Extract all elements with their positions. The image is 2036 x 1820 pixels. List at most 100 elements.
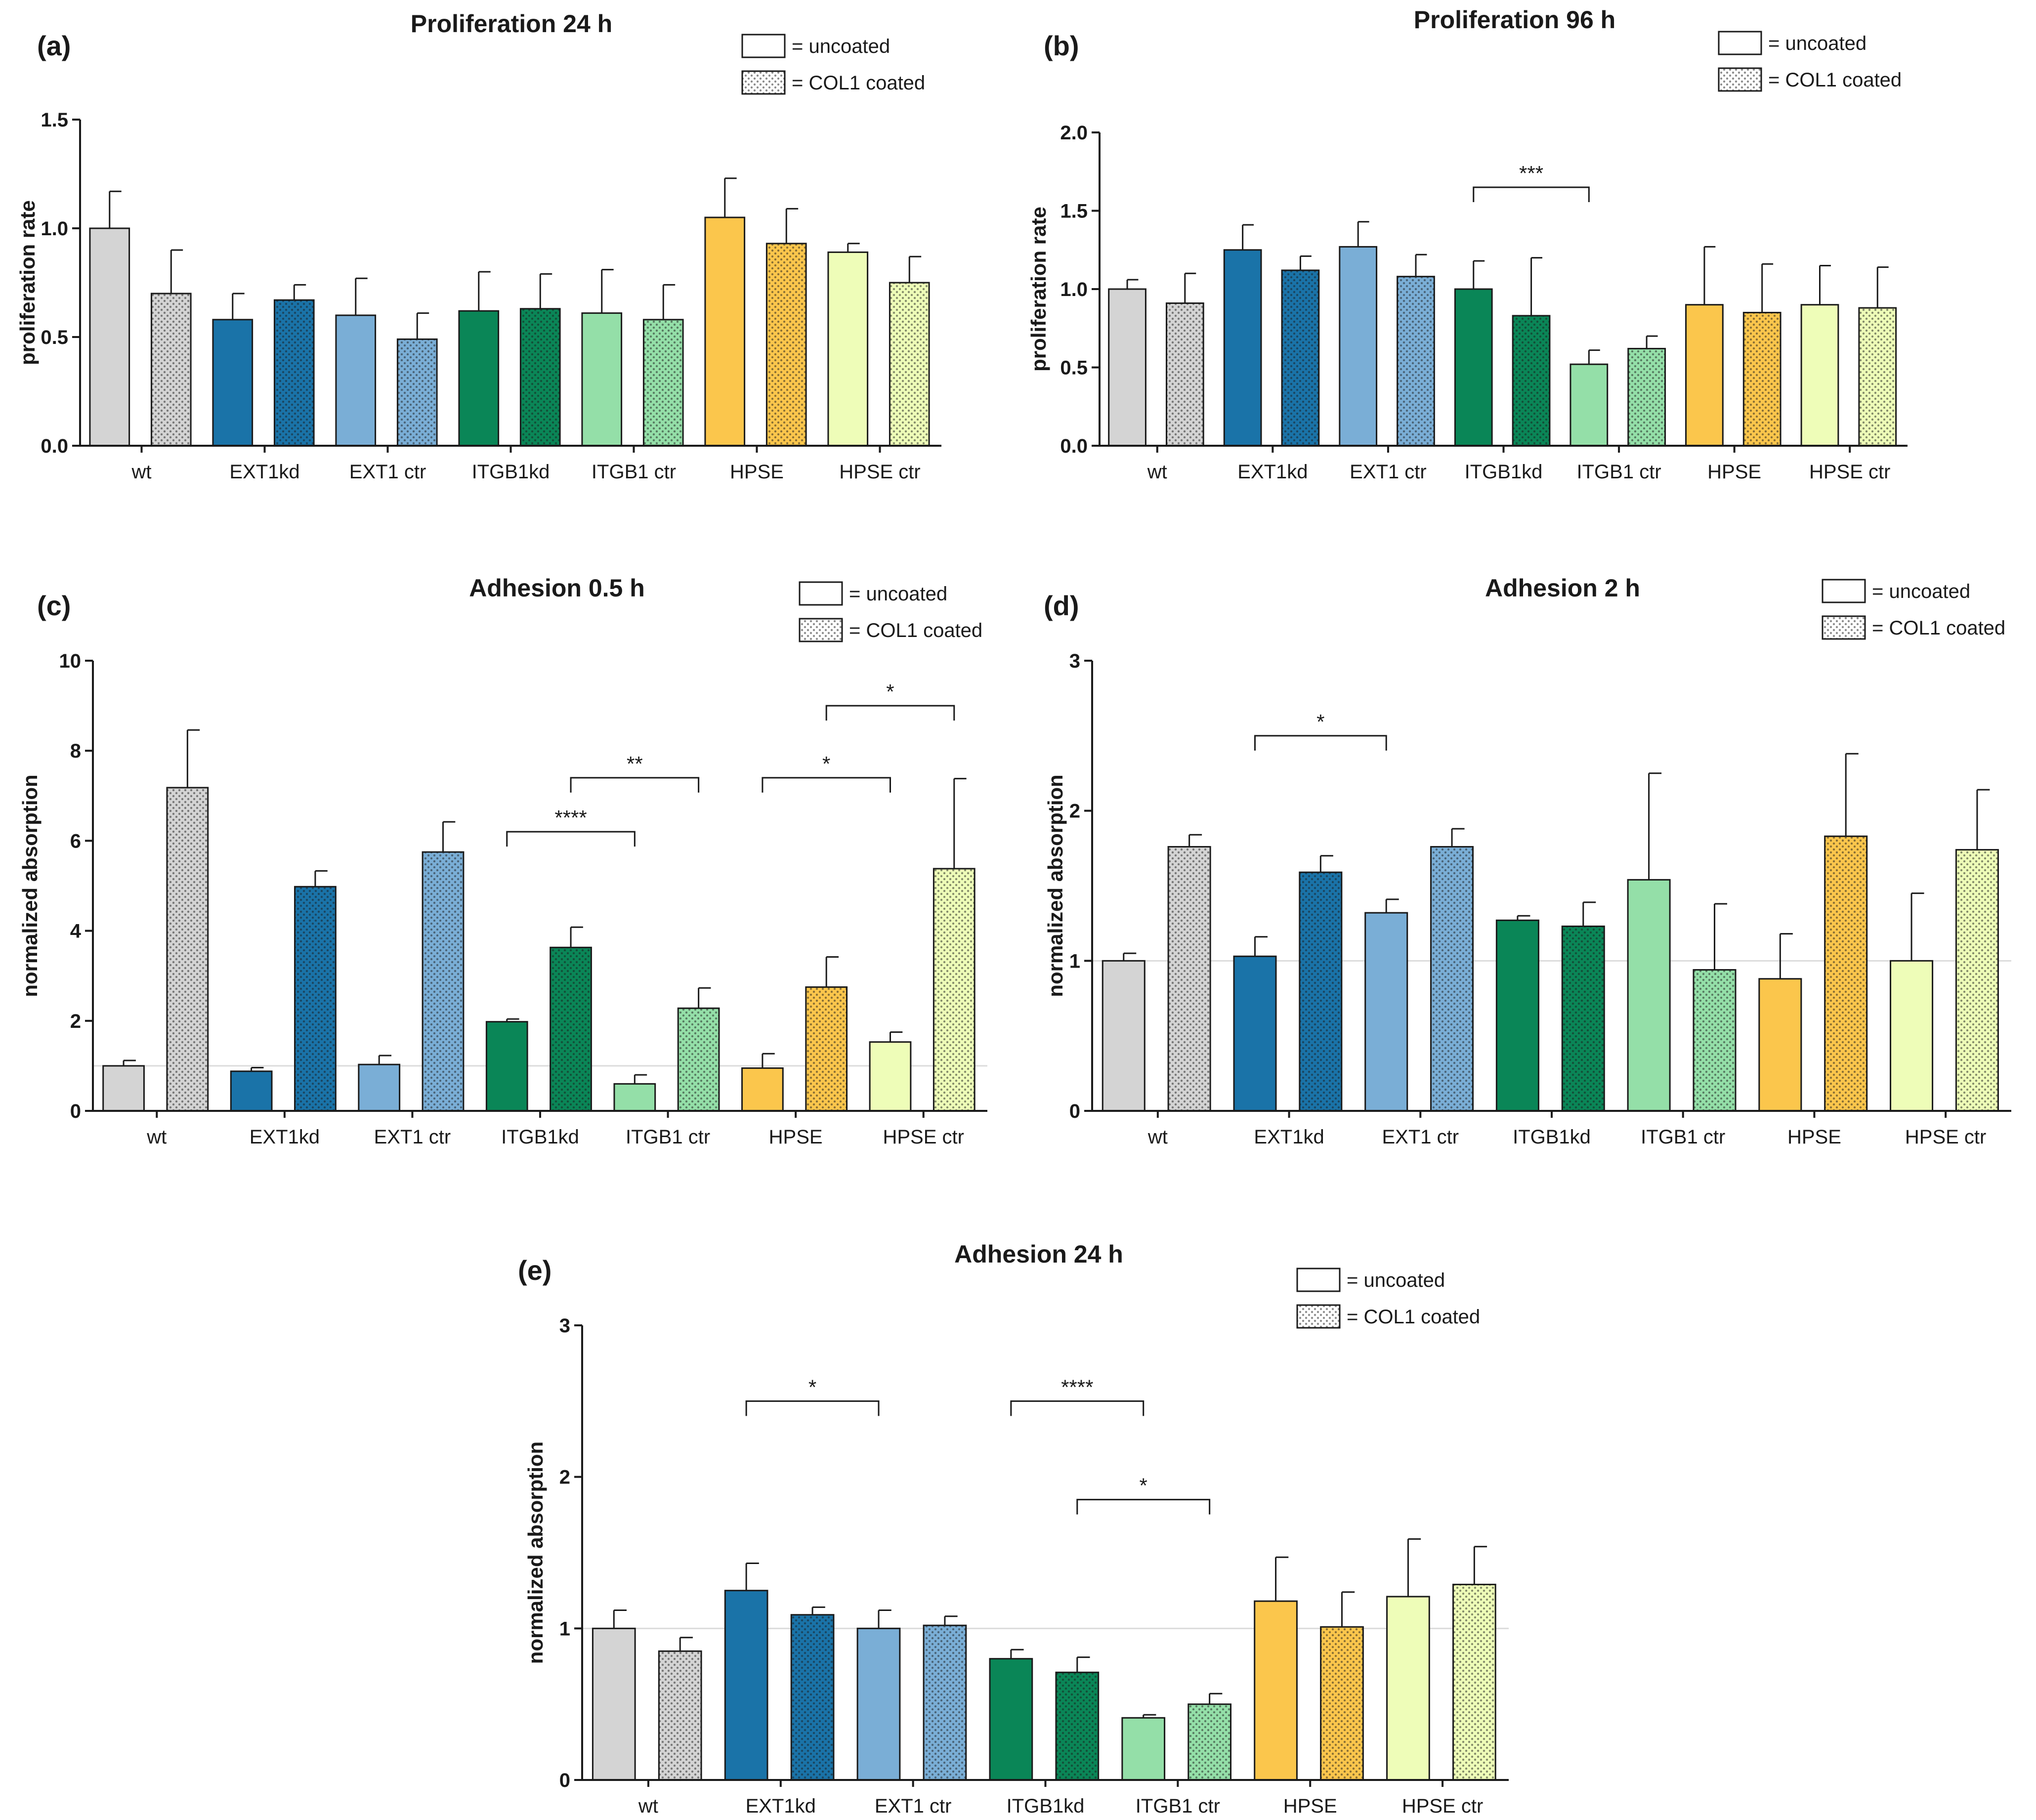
y-tick-label: 0.0 bbox=[41, 435, 68, 457]
bar-itgb1-ctr-coated bbox=[1627, 335, 1666, 447]
legend-label-coated: = COL1 coated bbox=[849, 620, 982, 641]
significance-label: * bbox=[808, 1375, 816, 1398]
bar-fill bbox=[581, 312, 623, 447]
x-tick-label: HPSE ctr bbox=[883, 1126, 964, 1148]
bar-fill bbox=[1890, 960, 1934, 1112]
significance-label: *** bbox=[1519, 162, 1543, 185]
bar-fill bbox=[1102, 960, 1145, 1112]
significance-bracket: **** bbox=[1010, 1375, 1145, 1416]
legend: = uncoated = COL1 coated bbox=[741, 34, 925, 95]
y-tick-label: 1.5 bbox=[41, 109, 68, 131]
bar-itgb1-ctr-coated bbox=[1188, 1693, 1231, 1781]
x-tick-label: wt bbox=[638, 1795, 658, 1817]
bar-itgb1-ctr-coated bbox=[677, 987, 720, 1112]
bar-fill bbox=[1495, 919, 1539, 1112]
bracket-line bbox=[1473, 186, 1590, 202]
bar-fill bbox=[704, 216, 746, 447]
x-tick-label: wt bbox=[146, 1126, 167, 1148]
legend-swatch-uncoated bbox=[799, 581, 843, 606]
bar-pattern bbox=[806, 987, 847, 1111]
y-tick-label: 0.0 bbox=[1060, 435, 1088, 457]
bar-itgb1kd-uncoated bbox=[1454, 260, 1493, 447]
bar-fill bbox=[1386, 1596, 1430, 1781]
bar-fill bbox=[358, 1063, 401, 1112]
bar-pattern bbox=[423, 852, 464, 1111]
significance-label: * bbox=[822, 752, 830, 775]
bar-pattern bbox=[1431, 847, 1473, 1111]
bar-hpse-uncoated bbox=[1758, 933, 1802, 1112]
bar-pattern bbox=[1299, 872, 1342, 1111]
legend: = uncoated = COL1 coated bbox=[1718, 31, 1902, 92]
bar-wt-coated bbox=[1167, 834, 1211, 1112]
legend-label-uncoated: = uncoated bbox=[792, 36, 890, 57]
bar-fill bbox=[1108, 288, 1146, 447]
significance-bracket: ** bbox=[570, 752, 700, 793]
bracket-line bbox=[825, 705, 955, 721]
y-tick-label: 2 bbox=[1069, 801, 1080, 822]
bar-pattern bbox=[274, 300, 314, 446]
x-tick-label: ITGB1 ctr bbox=[592, 461, 676, 483]
x-tick-label: ITGB1kd bbox=[501, 1126, 579, 1148]
bar-pattern bbox=[151, 294, 191, 446]
panel-label: (e) bbox=[518, 1255, 551, 1286]
bar-pattern bbox=[1956, 849, 1998, 1111]
bar-hpse-ctr-uncoated bbox=[827, 243, 869, 447]
bar-hpse-ctr-coated bbox=[1858, 266, 1897, 447]
y-tick-label: 10 bbox=[59, 650, 82, 672]
bar-itgb1kd-uncoated bbox=[485, 1018, 528, 1112]
panel-label: (c) bbox=[37, 590, 71, 621]
x-tick-label: EXT1kd bbox=[746, 1795, 816, 1817]
legend-swatch-coated bbox=[1296, 1304, 1341, 1329]
bar-ext1kd-uncoated bbox=[724, 1562, 768, 1781]
significance-bracket: *** bbox=[1473, 162, 1590, 202]
bar-fill bbox=[102, 1065, 145, 1112]
legend-label-uncoated: = uncoated bbox=[1347, 1270, 1445, 1291]
bar-ext1kd-coated bbox=[294, 870, 337, 1112]
bar-ext1-ctr-coated bbox=[396, 312, 438, 447]
bar-fill bbox=[741, 1067, 784, 1112]
x-tick-label: HPSE bbox=[769, 1126, 823, 1148]
x-tick-label: HPSE bbox=[1787, 1126, 1841, 1148]
bar-ext1kd-uncoated bbox=[1223, 224, 1262, 447]
bar-fill bbox=[1758, 978, 1802, 1112]
bar-ext1kd-coated bbox=[790, 1606, 835, 1781]
y-axis-label: normalized absorption bbox=[18, 774, 42, 997]
bar-pattern bbox=[933, 868, 975, 1111]
bar-wt-coated bbox=[150, 249, 192, 447]
bar-ext1kd-coated bbox=[273, 284, 315, 447]
legend-label-uncoated: = uncoated bbox=[1768, 33, 1866, 54]
bar-fill bbox=[89, 227, 130, 447]
bar-pattern bbox=[643, 319, 683, 446]
x-tick-label: ITGB1 ctr bbox=[1641, 1126, 1725, 1148]
x-tick-label: HPSE bbox=[730, 461, 784, 483]
bar-ext1kd-uncoated bbox=[1233, 936, 1277, 1112]
bracket-line bbox=[1254, 735, 1387, 751]
bar-fill bbox=[1339, 246, 1378, 447]
bar-hpse-coated bbox=[1742, 263, 1782, 447]
bracket-line bbox=[1076, 1499, 1211, 1515]
bar-itgb1kd-coated bbox=[1055, 1656, 1100, 1781]
bar-wt-coated bbox=[658, 1637, 702, 1781]
bar-pattern bbox=[1320, 1627, 1363, 1780]
bar-pattern bbox=[520, 308, 560, 446]
y-tick-label: 0 bbox=[70, 1100, 81, 1122]
chart-title: Adhesion 24 h bbox=[954, 1240, 1123, 1268]
bar-fill bbox=[869, 1041, 912, 1112]
x-tick-label: HPSE ctr bbox=[839, 461, 920, 483]
bar-itgb1-ctr-coated bbox=[1693, 903, 1737, 1112]
bar-pattern bbox=[1056, 1672, 1099, 1780]
bar-hpse-uncoated bbox=[1685, 246, 1724, 447]
bar-pattern bbox=[1453, 1584, 1496, 1780]
bar-hpse-ctr-coated bbox=[933, 778, 976, 1112]
bar-ext1kd-uncoated bbox=[212, 293, 254, 447]
x-tick-label: ITGB1kd bbox=[1513, 1126, 1591, 1148]
bar-pattern bbox=[766, 243, 806, 446]
significance-label: **** bbox=[1061, 1375, 1093, 1398]
bar-pattern bbox=[1188, 1704, 1231, 1780]
bar-pattern bbox=[1628, 348, 1665, 446]
chart-title: Proliferation 96 h bbox=[1414, 6, 1615, 34]
significance-bracket: * bbox=[745, 1375, 880, 1416]
x-tick-label: ITGB1 ctr bbox=[626, 1126, 710, 1148]
bar-wt-uncoated bbox=[592, 1609, 636, 1781]
panel-a: Proliferation 24 h (a) = uncoated = COL1 co… bbox=[16, 10, 941, 483]
